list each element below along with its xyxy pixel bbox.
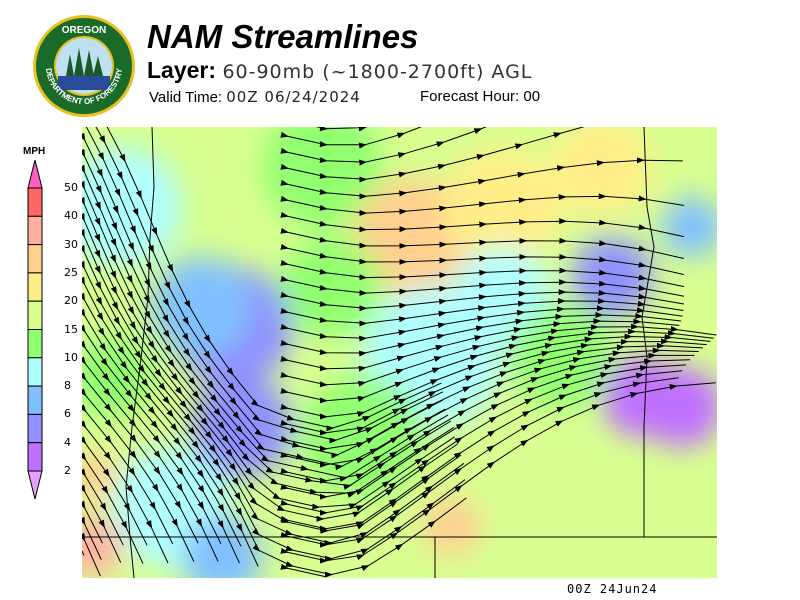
legend-swatch (27, 413, 43, 444)
layer-info: Layer: 60-90mb (~1800-2700ft) AGL (147, 57, 532, 84)
streamline-map (82, 127, 717, 578)
legend-swatch (27, 357, 43, 387)
streamline (280, 211, 685, 238)
streamline (82, 532, 101, 577)
streamline (280, 275, 685, 297)
wind-speed-shading (422, 497, 482, 557)
streamline (82, 550, 85, 556)
legend-swatch (27, 329, 43, 359)
map-title: NAM Streamlines (147, 18, 419, 55)
legend-label: 4 (64, 435, 71, 449)
forecast-label: Forecast Hour: (420, 88, 520, 105)
legend-swatch (27, 300, 43, 330)
map-timestamp: 00Z 24Jun24 (567, 582, 658, 596)
legend-label: 20 (64, 294, 78, 308)
legend-swatch (27, 215, 43, 246)
wind-speed-shading (492, 447, 612, 567)
legend-label: 30 (64, 237, 78, 251)
streamline (280, 193, 685, 216)
legend-label: 40 (64, 209, 78, 223)
legend-under-arrow (27, 470, 43, 500)
legend-label: 6 (64, 407, 71, 421)
streamline (82, 500, 103, 544)
wind-speed-shading (662, 197, 717, 257)
streamline (280, 259, 685, 288)
valid-value: 00Z 06/24/2024 (226, 88, 361, 106)
streamline (280, 157, 683, 200)
valid-label: Valid Time: (149, 89, 223, 106)
oregon-forestry-logo: OREGON DEPARTMENT OF FORESTRY (33, 15, 135, 117)
streamline (280, 563, 327, 578)
legend-over-arrow (27, 159, 43, 189)
legend-label: 25 (64, 265, 78, 279)
wind-speed-shading (152, 257, 252, 357)
legend-units: MPH (23, 146, 46, 157)
legend-swatch (27, 272, 43, 302)
legend-label: 8 (64, 379, 71, 393)
legend-label: 50 (64, 181, 78, 194)
legend-label: 2 (64, 464, 71, 477)
streamline (82, 452, 144, 564)
color-legend: 50 40 30 25 20 15 10 8 6 4 2 (20, 159, 80, 500)
legend-swatch (27, 442, 43, 472)
legend-swatch (27, 187, 43, 217)
wind-speed-shading (512, 307, 612, 407)
forecast-hour: Forecast Hour: 00 (420, 88, 540, 105)
svg-text:OREGON: OREGON (62, 25, 106, 36)
legend-label: 15 (64, 322, 78, 336)
legend-swatch (27, 244, 43, 274)
streamline (82, 484, 122, 563)
streamline (82, 516, 102, 560)
wind-speed-shading (282, 237, 382, 337)
legend-swatch (27, 385, 43, 415)
legend-label: 10 (64, 350, 78, 364)
layer-value: 60-90mb (~1800-2700ft) AGL (222, 61, 533, 83)
valid-time: Valid Time: 00Z 06/24/2024 (149, 88, 361, 106)
streamline (280, 382, 716, 564)
forecast-value: 00 (523, 88, 541, 105)
legend-bar (27, 159, 43, 500)
layer-label: Layer: (147, 57, 217, 83)
